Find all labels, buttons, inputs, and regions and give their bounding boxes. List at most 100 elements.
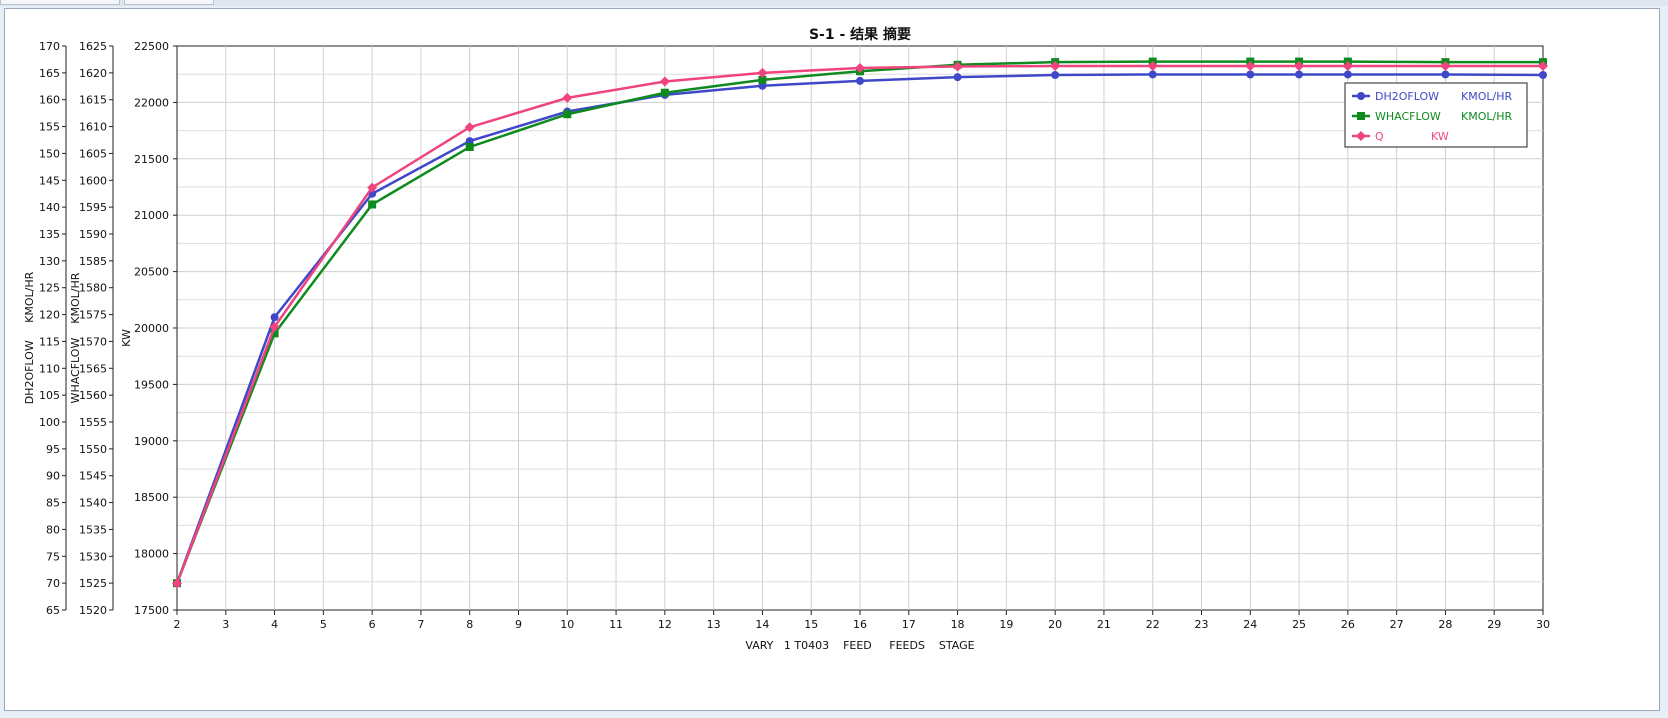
data-point-dh2oflow <box>1539 71 1547 80</box>
data-point-whacflow <box>758 75 767 84</box>
data-point-whacflow <box>368 200 377 209</box>
data-point-dh2oflow <box>1246 70 1255 79</box>
whac-axis-title: WHACFLOW KMOL/HR <box>69 272 82 403</box>
data-point-q <box>952 61 963 72</box>
series-layer <box>172 57 1548 589</box>
x-tick-label: 23 <box>1195 618 1209 631</box>
data-point-dh2oflow <box>1148 70 1157 79</box>
whac-axis-tick-label: 1540 <box>79 497 107 510</box>
x-tick-label: 28 <box>1438 618 1452 631</box>
data-point-dh2oflow <box>856 76 864 85</box>
x-tick-label: 21 <box>1097 618 1111 631</box>
dh2o-axis-tick-label: 95 <box>46 443 60 456</box>
dh2o-axis-tick-label: 155 <box>39 121 60 134</box>
whac-axis-tick-label: 1580 <box>79 282 107 295</box>
plot-window: S-1 - 结果 摘要 2 3 4 5 6 7 8 9 10 11 12 13 14 15 16 17 18 19… <box>4 8 1660 711</box>
data-point-whacflow <box>563 110 572 119</box>
whac-axis-tick-label: 1590 <box>79 228 107 241</box>
dh2o-axis-tick-label: 65 <box>46 604 60 617</box>
dh2o-axis-tick-label: 160 <box>39 94 60 107</box>
data-point-q <box>659 76 670 87</box>
legend: DH2OFLOW KMOL/HR WHACFLOW KMOL/HR Q KW <box>1344 82 1528 148</box>
dh2o-axis-tick-label: 70 <box>46 577 60 590</box>
tab-strip <box>0 0 1668 6</box>
dh2o-axis-tick-label: 145 <box>39 174 60 187</box>
x-tick-label: 2 <box>174 618 181 631</box>
whac-axis-tick-label: 1520 <box>79 604 107 617</box>
data-point-q <box>1050 60 1061 71</box>
whac-axis-tick-label: 1565 <box>79 362 107 375</box>
dh2o-axis-tick-label: 150 <box>39 147 60 160</box>
data-point-whacflow <box>270 329 279 338</box>
x-tick-label: 5 <box>320 618 327 631</box>
window-tab[interactable] <box>0 0 120 5</box>
x-tick-label: 17 <box>902 618 916 631</box>
data-point-whacflow <box>465 142 474 151</box>
x-tick-label: 18 <box>951 618 965 631</box>
q-axis-tick-label: 18000 <box>134 548 169 561</box>
dh2o-axis-tick-label: 120 <box>39 309 60 322</box>
q-axis-tick-label: 20500 <box>134 266 169 279</box>
dh2o-axis-tick-label: 75 <box>46 550 60 563</box>
legend-series-name: Q <box>1375 130 1384 143</box>
x-axis-label: VARY 1 T0403 FEED FEEDS STAGE <box>745 639 974 652</box>
dh2o-axis-tick-label: 125 <box>39 282 60 295</box>
whac-axis-tick-label: 1550 <box>79 443 107 456</box>
dh2o-axis-tick-label: 165 <box>39 67 60 80</box>
dh2o-axis-tick-label: 140 <box>39 201 60 214</box>
axes: 2 3 4 5 6 7 8 9 10 11 12 13 14 15 16 17 18 19 20 21 22 23 24 25… <box>23 40 1550 631</box>
data-point-dh2oflow <box>1441 70 1450 79</box>
series-line-dh2oflow <box>175 73 1544 584</box>
x-tick-label: 20 <box>1048 618 1062 631</box>
legend-series-name: DH2OFLOW <box>1375 90 1439 103</box>
q-axis-tick-label: 19000 <box>134 435 169 448</box>
dh2o-axis-tick-label: 90 <box>46 470 60 483</box>
grid-lines <box>176 45 1544 611</box>
q-axis-tick-label: 22500 <box>134 40 169 53</box>
x-tick-label: 24 <box>1243 618 1257 631</box>
x-tick-label: 13 <box>707 618 721 631</box>
x-tick-label: 6 <box>369 618 376 631</box>
legend-marker-circle <box>1357 92 1365 100</box>
data-point-q <box>1342 60 1353 71</box>
q-axis-tick-label: 17500 <box>134 604 169 617</box>
q-axis-title: KW <box>120 329 133 347</box>
data-point-dh2oflow <box>1295 70 1304 79</box>
x-tick-label: 14 <box>755 618 769 631</box>
q-axis-tick-label: 19500 <box>134 378 169 391</box>
legend-series-unit: KW <box>1431 130 1449 143</box>
window-tab[interactable] <box>124 0 214 5</box>
x-tick-label: 30 <box>1536 618 1550 631</box>
x-tick-label: 25 <box>1292 618 1306 631</box>
data-point-q <box>855 62 865 73</box>
q-axis-tick-label: 20000 <box>134 322 169 335</box>
dh2o-axis-tick-label: 115 <box>39 335 60 348</box>
whac-axis-tick-label: 1605 <box>79 147 107 160</box>
x-tick-label: 22 <box>1146 618 1160 631</box>
q-axis-tick-label: 18500 <box>134 491 169 504</box>
data-point-dh2oflow <box>1051 71 1060 80</box>
q-axis-tick-label: 22000 <box>134 96 169 109</box>
whac-axis-tick-label: 1595 <box>79 201 107 214</box>
dh2o-axis-tick-label: 80 <box>46 523 60 536</box>
data-point-q <box>1440 60 1451 71</box>
data-point-dh2oflow <box>953 73 962 82</box>
q-axis-tick-label: 21500 <box>134 153 169 166</box>
whac-axis-tick-label: 1525 <box>79 577 107 590</box>
x-tick-label: 9 <box>515 618 522 631</box>
whac-axis-tick-label: 1560 <box>79 389 107 402</box>
whac-axis-tick-label: 1530 <box>79 550 107 563</box>
x-tick-label: 26 <box>1341 618 1355 631</box>
x-tick-label: 4 <box>271 618 278 631</box>
data-point-q <box>172 578 182 589</box>
dh2o-axis-title: DH2OFLOW KMOL/HR <box>23 271 36 404</box>
dh2o-axis-tick-label: 100 <box>39 416 60 429</box>
whac-axis-tick-label: 1610 <box>79 121 107 134</box>
x-tick-label: 10 <box>560 618 574 631</box>
whac-axis-tick-label: 1575 <box>79 309 107 322</box>
x-tick-label: 12 <box>658 618 672 631</box>
legend-marker-square <box>1357 112 1365 120</box>
q-axis-tick-label: 21000 <box>134 209 169 222</box>
data-point-q <box>1245 60 1256 71</box>
x-tick-label: 29 <box>1487 618 1501 631</box>
